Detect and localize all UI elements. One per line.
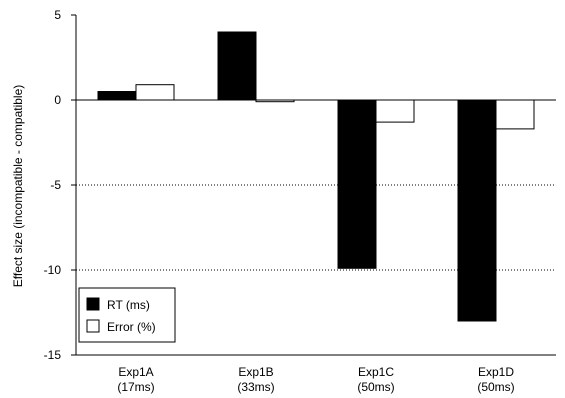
x-category-sublabel: (17ms) <box>117 380 154 394</box>
bar-rt-1 <box>97 91 137 101</box>
y-tick-label: -10 <box>44 263 62 277</box>
legend-label-rt: RT (ms) <box>107 298 150 312</box>
y-tick-label: -15 <box>44 348 62 362</box>
x-category-sublabel: (33ms) <box>237 380 274 394</box>
legend-swatch-rt <box>86 297 100 311</box>
x-category-labels: Exp1A(17ms)Exp1B(33ms)Exp1C(50ms)Exp1D(5… <box>117 365 514 394</box>
x-category-sublabel: (50ms) <box>477 380 514 394</box>
axes <box>71 14 556 356</box>
bars <box>97 31 535 322</box>
y-tick-label: 0 <box>54 93 61 107</box>
bar-error-4 <box>495 99 535 130</box>
bar-rt-2 <box>217 31 257 101</box>
x-category-label: Exp1C <box>358 365 394 379</box>
y-axis-label: Effect size (incompatible - compatible) <box>11 85 25 288</box>
bar-rt-4 <box>457 99 497 322</box>
x-category-label: Exp1B <box>238 365 273 379</box>
legend-label-error: Error (%) <box>107 320 156 334</box>
x-category-sublabel: (50ms) <box>357 380 394 394</box>
legend: RT (ms) Error (%) <box>78 287 176 343</box>
bar-rt-3 <box>337 99 377 269</box>
x-category-label: Exp1A <box>118 365 153 379</box>
x-category-label: Exp1D <box>478 365 514 379</box>
y-tick-label: 5 <box>54 8 61 22</box>
bar-error-1 <box>135 84 175 101</box>
y-tick-label: -5 <box>50 178 61 192</box>
bar-error-3 <box>375 99 415 123</box>
legend-box <box>78 287 176 343</box>
y-tick-labels: 5 0 -5 -10 -15 <box>44 8 62 362</box>
legend-swatch-error <box>86 319 100 333</box>
